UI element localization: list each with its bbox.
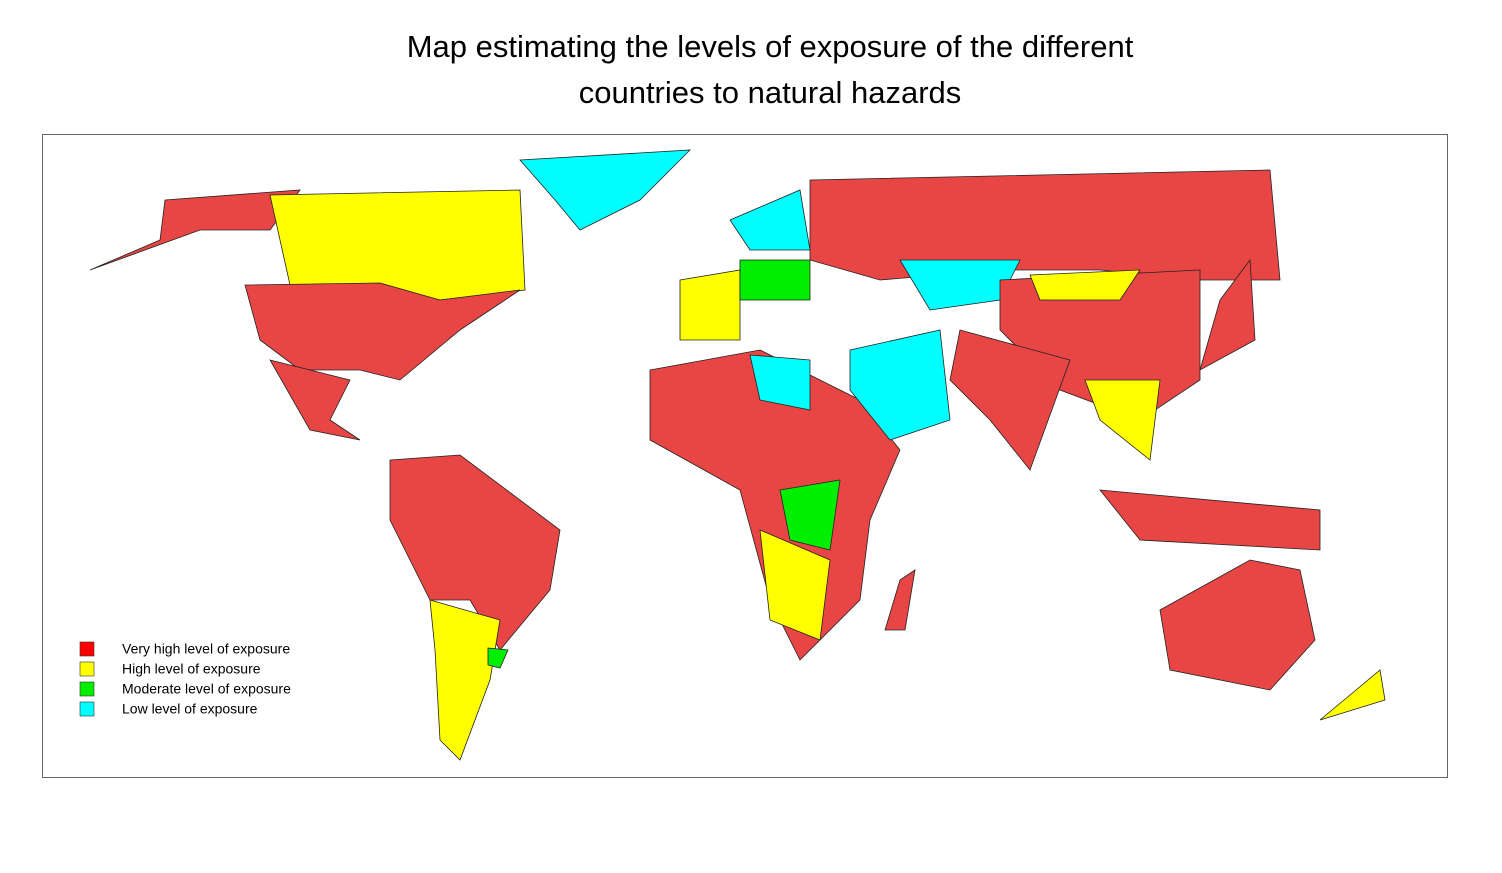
title-line: countries to natural hazards [579,75,962,110]
legend: Very high level of exposure High level of… [79,641,291,717]
legend-label: Moderate level of exposure [122,681,291,697]
legend-swatch [79,661,95,677]
legend-swatch [79,701,95,717]
legend-label: Low level of exposure [122,701,258,717]
legend-label: High level of exposure [122,661,261,677]
map [89,149,1386,761]
legend-swatch [79,681,95,697]
legend-swatch [79,641,95,657]
legend-label: Very high level of exposure [122,641,290,657]
title-line: Map estimating the levels of exposure of… [407,29,1134,64]
